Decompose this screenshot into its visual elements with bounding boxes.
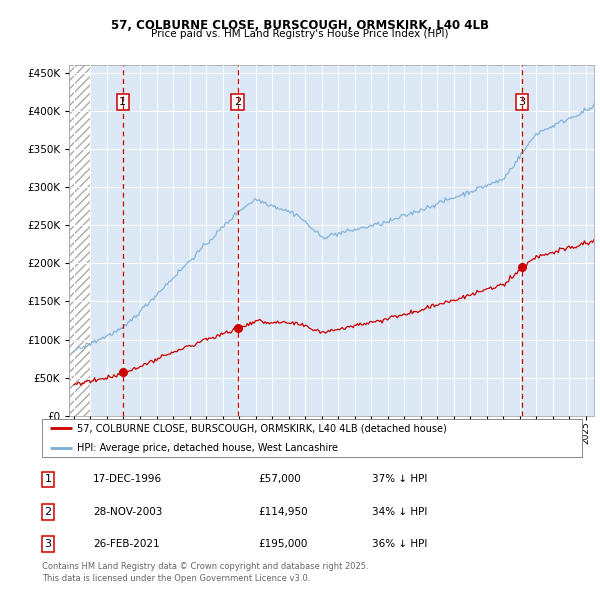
Text: 37% ↓ HPI: 37% ↓ HPI: [372, 474, 427, 484]
Text: £114,950: £114,950: [258, 507, 308, 517]
Text: 2: 2: [44, 507, 52, 517]
Text: 57, COLBURNE CLOSE, BURSCOUGH, ORMSKIRK, L40 4LB (detached house): 57, COLBURNE CLOSE, BURSCOUGH, ORMSKIRK,…: [77, 424, 447, 434]
Text: 28-NOV-2003: 28-NOV-2003: [93, 507, 163, 517]
Bar: [69, 65, 91, 416]
Text: 26-FEB-2021: 26-FEB-2021: [93, 539, 160, 549]
Text: 34% ↓ HPI: 34% ↓ HPI: [372, 507, 427, 517]
Text: HPI: Average price, detached house, West Lancashire: HPI: Average price, detached house, West…: [77, 442, 338, 453]
Text: Price paid vs. HM Land Registry's House Price Index (HPI): Price paid vs. HM Land Registry's House …: [151, 29, 449, 39]
Text: Contains HM Land Registry data © Crown copyright and database right 2025.
This d: Contains HM Land Registry data © Crown c…: [42, 562, 368, 583]
Text: 3: 3: [518, 97, 526, 107]
Text: 17-DEC-1996: 17-DEC-1996: [93, 474, 162, 484]
Text: 1: 1: [44, 474, 52, 484]
Text: £57,000: £57,000: [258, 474, 301, 484]
Text: £195,000: £195,000: [258, 539, 307, 549]
Text: 2: 2: [234, 97, 241, 107]
Text: 57, COLBURNE CLOSE, BURSCOUGH, ORMSKIRK, L40 4LB: 57, COLBURNE CLOSE, BURSCOUGH, ORMSKIRK,…: [111, 19, 489, 32]
Text: 36% ↓ HPI: 36% ↓ HPI: [372, 539, 427, 549]
Text: 1: 1: [119, 97, 127, 107]
Text: 3: 3: [44, 539, 52, 549]
